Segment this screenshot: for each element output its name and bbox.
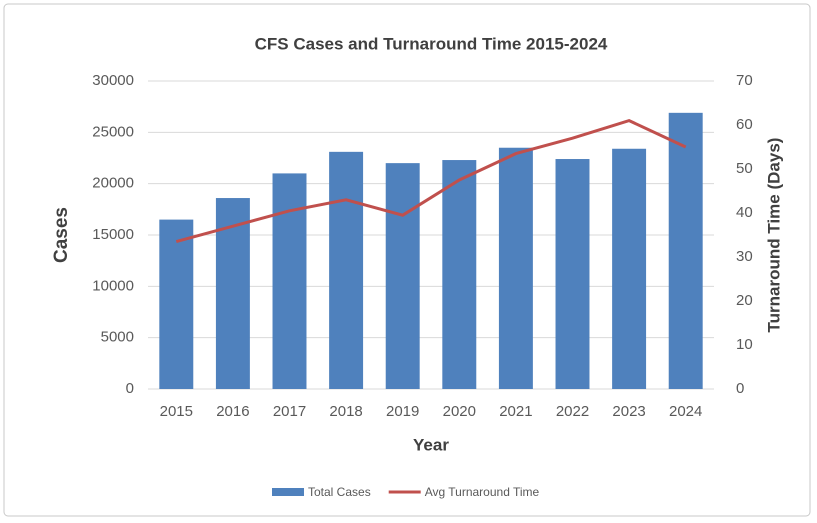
y2-axis-title: Turnaround Time (Days) bbox=[764, 138, 783, 333]
y-tick-label: 5000 bbox=[101, 329, 134, 346]
chart-title: CFS Cases and Turnaround Time 2015-2024 bbox=[255, 34, 608, 53]
y-tick-label: 30000 bbox=[92, 72, 134, 89]
y2-tick-label: 0 bbox=[736, 380, 744, 397]
y-tick-label: 15000 bbox=[92, 226, 134, 243]
x-tick-label: 2017 bbox=[273, 403, 306, 420]
x-tick-label: 2016 bbox=[216, 403, 249, 420]
legend-label: Avg Turnaround Time bbox=[425, 485, 540, 499]
y2-tick-label: 30 bbox=[736, 248, 753, 265]
bar bbox=[385, 163, 420, 389]
y2-tick-label: 70 bbox=[736, 72, 753, 89]
x-tick-label: 2021 bbox=[499, 403, 532, 420]
x-tick-label: 2019 bbox=[386, 403, 419, 420]
legend-swatch bbox=[272, 488, 304, 496]
bar bbox=[498, 147, 533, 389]
x-tick-label: 2020 bbox=[443, 403, 476, 420]
bar bbox=[442, 160, 477, 389]
x-tick-label: 2022 bbox=[556, 403, 589, 420]
y-tick-label: 20000 bbox=[92, 175, 134, 192]
line-series bbox=[175, 118, 687, 244]
y-tick-label: 25000 bbox=[92, 123, 134, 140]
x-tick-label: 2023 bbox=[612, 403, 645, 420]
y2-tick-label: 10 bbox=[736, 336, 753, 353]
x-axis-title: Year bbox=[413, 435, 449, 454]
legend-label: Total Cases bbox=[308, 485, 371, 499]
y2-tick-label: 50 bbox=[736, 160, 753, 177]
x-tick-label: 2015 bbox=[160, 403, 193, 420]
y-axis-title: Cases bbox=[51, 207, 72, 263]
y2-tick-label: 20 bbox=[736, 292, 753, 309]
bar bbox=[555, 159, 590, 389]
x-tick-label: 2018 bbox=[329, 403, 362, 420]
bar bbox=[159, 219, 194, 389]
x-tick-label: 2024 bbox=[669, 403, 702, 420]
y-tick-label: 0 bbox=[126, 380, 134, 397]
y2-tick-label: 60 bbox=[736, 116, 753, 133]
bar bbox=[668, 112, 703, 390]
bar bbox=[329, 151, 364, 389]
y2-tick-label: 40 bbox=[736, 204, 753, 221]
y-tick-label: 10000 bbox=[92, 277, 134, 294]
bar bbox=[272, 173, 307, 389]
bar bbox=[612, 148, 647, 389]
